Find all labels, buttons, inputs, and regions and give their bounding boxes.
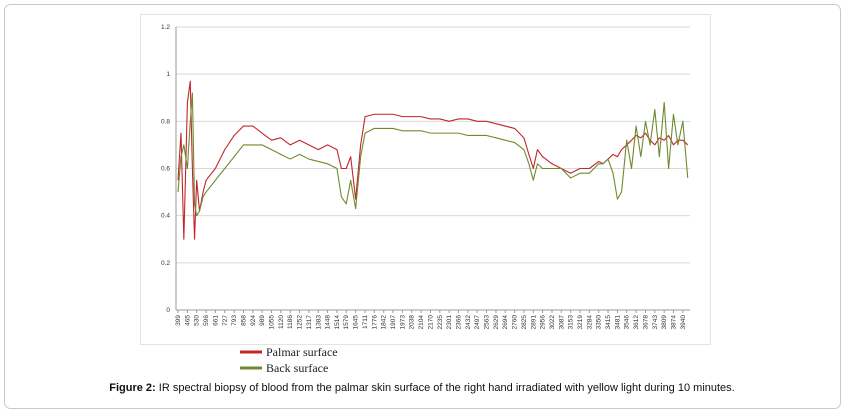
x-tick-label: 793 (231, 315, 238, 326)
x-tick-label: 2235 (437, 315, 444, 330)
x-tick-label: 2038 (409, 315, 416, 330)
x-tick-label: 3219 (577, 315, 584, 330)
x-tick-label: 2104 (418, 315, 425, 330)
x-tick-label: 1120 (278, 315, 285, 329)
y-tick-label: 0 (166, 307, 170, 314)
legend-label: Palmar surface (266, 345, 338, 359)
x-tick-label: 3743 (652, 315, 659, 330)
x-tick-label: 3087 (558, 315, 565, 330)
x-tick-label: 1448 (325, 315, 332, 330)
y-tick-label: 0.6 (161, 166, 170, 173)
y-tick-label: 0.2 (161, 260, 170, 267)
x-tick-label: 2170 (428, 315, 435, 330)
x-tick-label: 2497 (474, 315, 481, 330)
series-line (177, 80, 689, 240)
x-tick-label: 2432 (465, 315, 472, 330)
y-tick-label: 0.4 (161, 213, 170, 220)
x-tick-label: 1514 (334, 315, 341, 330)
x-tick-label: 1645 (353, 315, 360, 330)
x-tick-label: 3153 (568, 315, 575, 330)
x-tick-label: 3612 (633, 315, 640, 330)
x-tick-label: 3546 (624, 315, 631, 330)
x-tick-label: 989 (259, 315, 266, 326)
y-tick-label: 1 (166, 71, 170, 78)
x-tick-label: 530 (194, 315, 201, 326)
x-tick-label: 2825 (521, 315, 528, 330)
caption-label: Figure 2: (109, 382, 155, 394)
x-tick-label: 3284 (586, 315, 593, 330)
caption-text: IR spectral biopsy of blood from the pal… (159, 382, 735, 394)
x-tick-label: 2956 (540, 315, 547, 330)
x-tick-label: 3022 (549, 315, 556, 330)
x-tick-label: 1973 (399, 315, 406, 330)
series-line (177, 92, 689, 217)
x-tick-label: 1907 (390, 315, 397, 330)
x-tick-label: 1186 (287, 315, 294, 329)
x-tick-label: 924 (250, 315, 257, 326)
caption: Figure 2: IR spectral biopsy of blood fr… (109, 382, 734, 394)
x-tick-label: 1842 (381, 315, 388, 330)
x-tick-label: 1383 (315, 315, 322, 330)
x-tick-label: 2629 (493, 315, 500, 330)
y-tick-label: 1.2 (161, 24, 170, 31)
chart-area (140, 14, 711, 345)
x-tick-label: 3350 (596, 315, 603, 330)
x-tick-label: 1317 (306, 315, 313, 330)
x-tick-label: 3481 (614, 315, 621, 330)
x-tick-label: 2760 (512, 315, 519, 330)
x-tick-label: 3940 (680, 315, 687, 330)
x-tick-label: 3809 (661, 315, 668, 330)
x-tick-label: 1776 (371, 315, 378, 330)
x-tick-label: 1252 (297, 315, 304, 330)
x-tick-label: 3678 (643, 315, 650, 330)
x-tick-label: 2301 (446, 315, 453, 330)
x-tick-label: 3874 (670, 315, 677, 330)
x-tick-label: 1579 (343, 315, 350, 330)
x-tick-label: 1055 (269, 315, 276, 330)
x-tick-label: 661 (212, 315, 219, 326)
legend-label: Back surface (266, 361, 328, 375)
x-tick-label: 2366 (455, 315, 462, 330)
x-tick-label: 465 (184, 315, 191, 326)
frame (4, 4, 841, 409)
x-tick-label: 3415 (605, 315, 612, 330)
x-tick-label: 596 (203, 315, 210, 326)
x-tick-label: 727 (222, 315, 229, 326)
x-tick-label: 2891 (530, 315, 537, 330)
x-tick-label: 2694 (502, 315, 509, 330)
x-tick-label: 2563 (484, 315, 491, 330)
y-tick-label: 0.8 (161, 118, 170, 125)
x-tick-label: 858 (240, 315, 247, 326)
x-tick-label: 399 (175, 315, 182, 326)
x-tick-label: 1711 (362, 315, 369, 329)
